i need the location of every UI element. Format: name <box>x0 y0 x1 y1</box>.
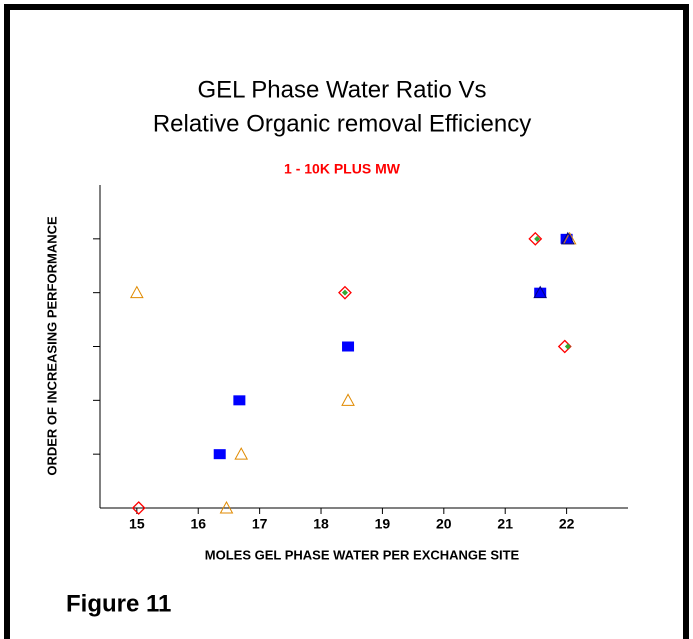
x-tick-label: 21 <box>497 516 513 532</box>
y-axis-label: ORDER OF INCREASING PERFORMANCE <box>44 216 59 476</box>
marker-triangle <box>560 231 575 245</box>
chart-title: Relative Organic removal Efficiency <box>153 110 531 137</box>
marker-diamond <box>528 231 543 246</box>
marker-square <box>342 341 355 352</box>
marker-small-diamond <box>534 235 541 242</box>
marker-small-diamond <box>564 343 571 350</box>
x-tick-label: 18 <box>313 516 329 532</box>
marker-square <box>233 395 246 406</box>
chart-title: GEL Phase Water Ratio Vs <box>197 76 486 103</box>
x-tick-label: 16 <box>190 516 206 532</box>
figure-label: Figure 11 <box>66 590 171 617</box>
marker-diamond <box>131 501 146 515</box>
marker-triangle <box>219 500 234 514</box>
x-tick-label: 15 <box>129 516 145 532</box>
x-tick-label: 22 <box>559 516 575 532</box>
x-tick-label: 20 <box>436 516 452 532</box>
marker-diamond <box>338 285 352 300</box>
marker-square <box>534 287 547 298</box>
x-tick-label: 17 <box>252 516 268 532</box>
marker-triangle <box>341 393 355 406</box>
page-border <box>4 4 689 639</box>
chart-subtitle: 1 - 10K PLUS MW <box>284 161 401 177</box>
x-tick-label: 19 <box>375 516 391 532</box>
marker-small-diamond <box>341 289 348 296</box>
marker-triangle <box>234 447 249 460</box>
marker-triangle <box>129 285 144 299</box>
marker-square <box>213 449 226 460</box>
marker-triangle <box>533 285 548 299</box>
x-axis-label: MOLES GEL PHASE WATER PER EXCHANGE SITE <box>205 547 520 562</box>
